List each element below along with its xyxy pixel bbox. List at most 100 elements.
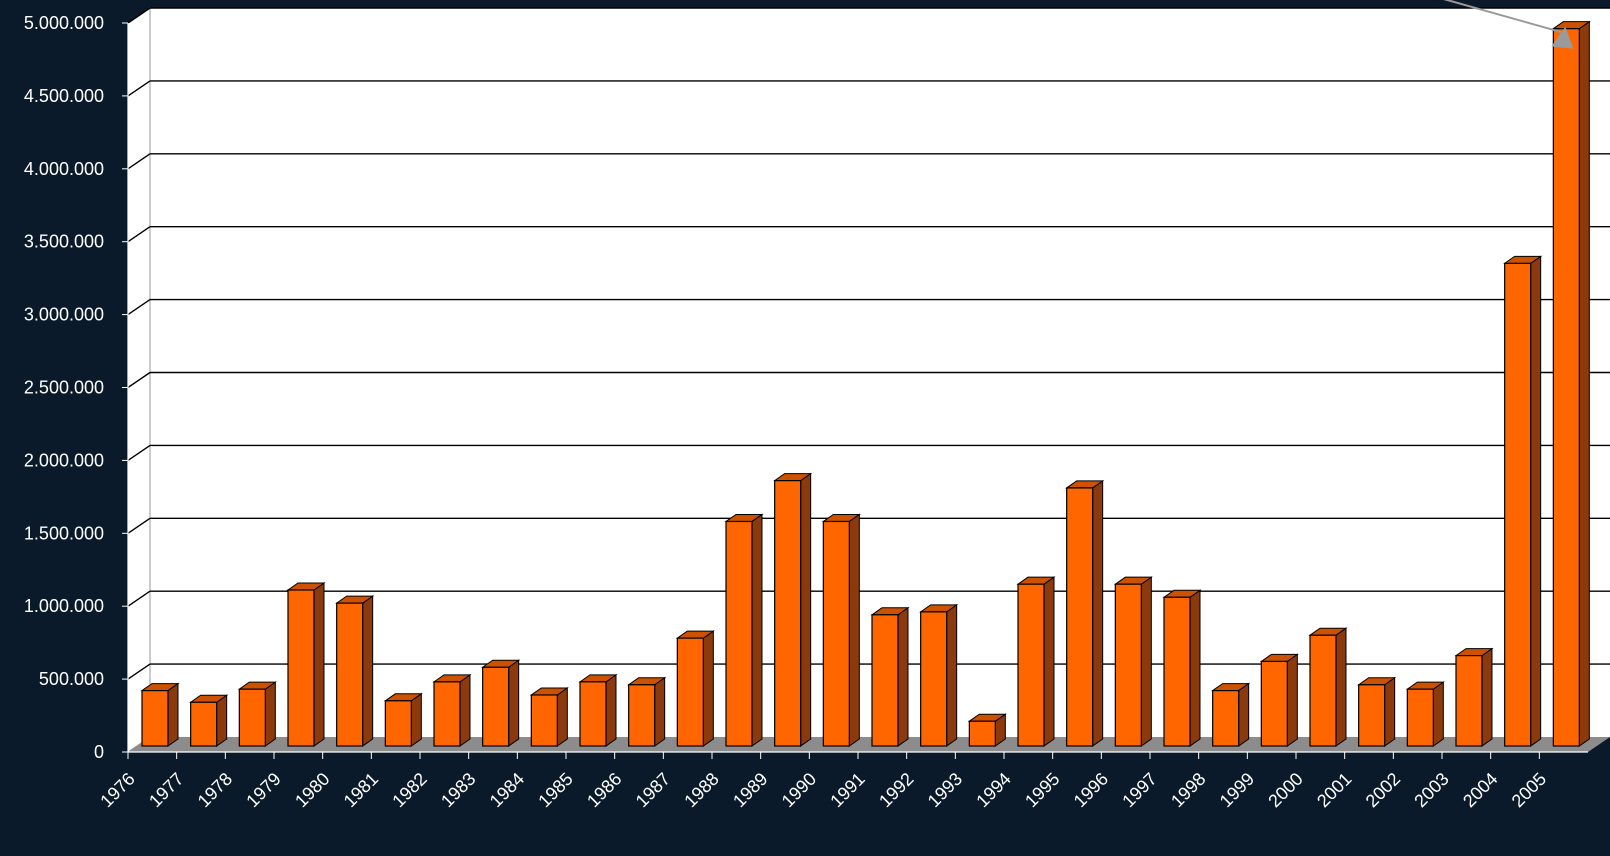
bar [1405,681,1445,747]
x-tick-label: 1978 [194,769,236,811]
bar-side [751,513,763,747]
x-tick-label: 1980 [291,769,333,811]
y-tick-label: 2.500.000 [24,378,104,398]
bar [870,606,910,747]
bar-front [920,611,948,747]
bar [1503,255,1543,747]
bar [1357,676,1397,747]
gridline-diagonal [127,226,151,243]
gridline-diagonal [127,517,151,534]
bar-front [968,720,996,747]
x-tick-label: 1981 [340,769,382,811]
bar [1113,576,1153,747]
y-tick-label: 0 [94,742,104,762]
bar-side [1530,255,1542,747]
bars [140,20,1591,747]
y-tick-label: 500.000 [39,669,104,689]
bar-front [1017,583,1045,747]
x-tick-label: 2003 [1410,769,1452,811]
bar-side [508,659,520,747]
bar-side [264,681,276,747]
bar [237,681,277,747]
bar-front [1114,583,1142,747]
bar [578,673,618,747]
bar-front [384,700,412,747]
bar-front [725,520,753,747]
bar-front [774,480,802,747]
bar [919,603,959,747]
bar [1162,589,1202,747]
bar-side [459,673,471,747]
bar-front [628,684,656,747]
bar-front [1066,487,1094,747]
gridline-diagonal [127,444,151,461]
bar-side [410,692,422,747]
bar-front [238,688,266,747]
bar [1454,647,1494,747]
gridline-diagonal [127,7,151,24]
x-tick-label: 1999 [1216,769,1258,811]
bar [675,630,715,747]
x-tick-label: 1991 [826,769,868,811]
y-tick-label: 3.000.000 [24,305,104,325]
bar [627,676,667,747]
bar-front [1212,689,1240,747]
gridline-diagonal [127,371,151,389]
bar-side [1432,681,1444,747]
bar-side [1092,479,1104,747]
bar-front [1406,688,1434,747]
gridline-diagonal [127,590,151,607]
gridline-diagonal [127,663,151,680]
y-tick-label: 5.000.000 [24,13,104,33]
bar-side [1043,576,1055,747]
bar-side [897,606,909,747]
bar-side [556,687,568,747]
x-tick-label: 1976 [96,769,138,811]
bar-front [433,681,461,747]
gridlines [127,7,1610,680]
bar-front [1358,684,1386,747]
x-tick-label: 1990 [778,769,820,811]
bar-front [1504,262,1532,747]
gridline-diagonal [127,153,151,170]
bar [1065,479,1105,747]
bar-side [1238,682,1250,747]
bar-side [848,513,860,747]
bar-side [1578,20,1590,747]
bar-side [1140,576,1152,747]
x-tick-label: 1988 [680,769,722,811]
bar-front [1455,655,1483,747]
bar [529,687,569,747]
gridline-diagonal [127,299,151,316]
bar-front [141,689,169,747]
y-tick-label: 4.000.000 [24,159,104,179]
x-tick-label: 1977 [145,769,187,811]
x-tick-label: 1985 [534,769,576,811]
bar-side [167,682,179,747]
y-tick-label: 1.000.000 [24,596,104,616]
x-tick-label: 1995 [1021,769,1063,811]
bar-side [313,582,325,747]
bar-side [946,603,958,747]
bar-front [482,666,510,747]
x-tick-label: 1984 [486,769,528,811]
bar-front [287,589,315,747]
bar [1308,627,1348,747]
bar-side [702,630,714,747]
bar [967,713,1007,747]
bar [335,595,375,747]
bar-side [216,694,228,747]
y-tick-label: 1.500.000 [24,523,104,543]
x-tick-label: 1998 [1167,769,1209,811]
annotation-arrow-head [1551,26,1574,49]
x-tick-label: 1987 [632,769,674,811]
bar-side [1481,647,1493,747]
bar [481,659,521,747]
bar-side [362,595,374,747]
bar-side [1189,589,1201,747]
bar-front [190,701,218,747]
bar [383,692,423,747]
bar [1551,20,1591,747]
x-tick-label: 2005 [1508,769,1550,811]
